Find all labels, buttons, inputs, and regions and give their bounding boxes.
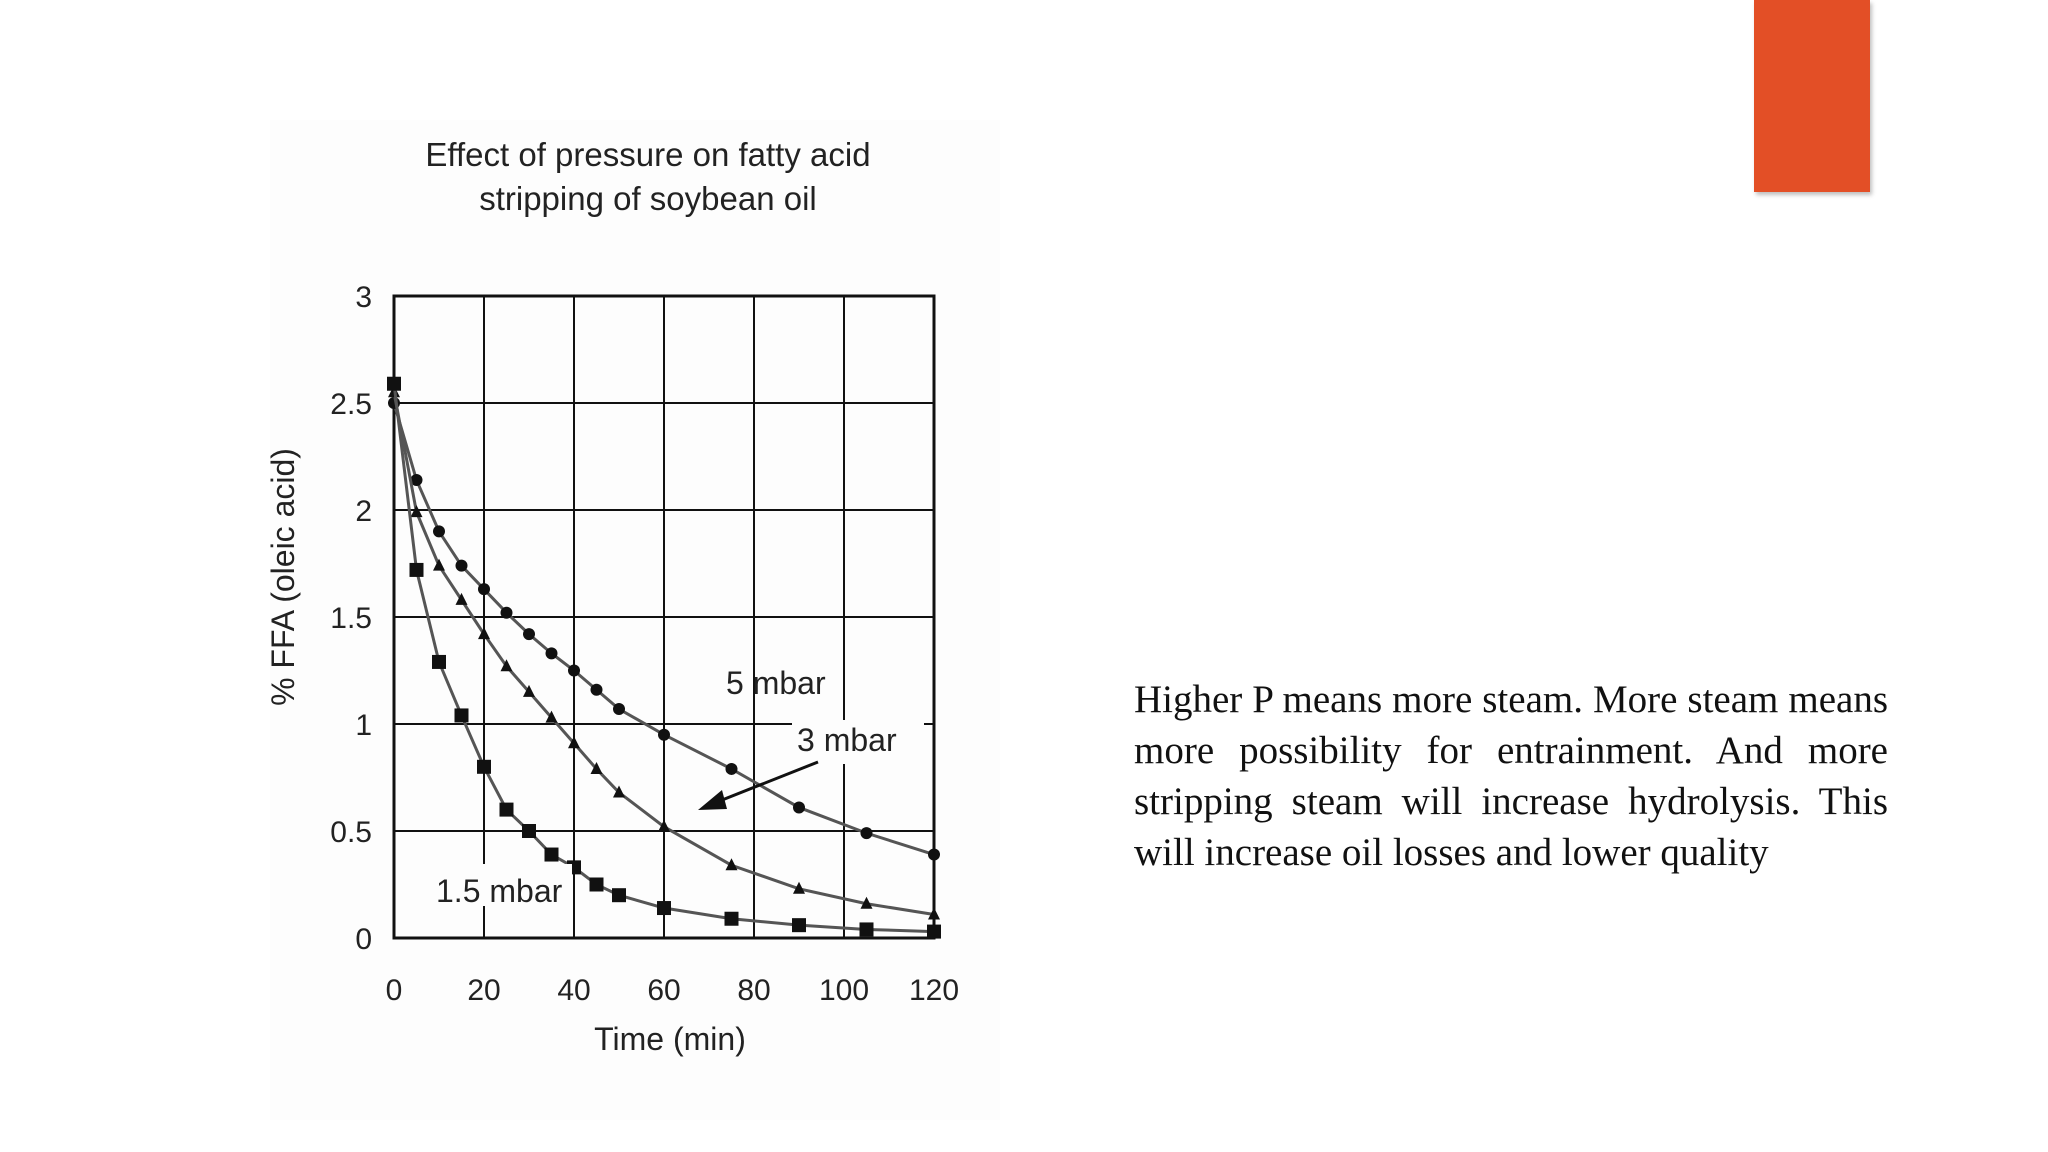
series-line-5-mbar	[392, 402, 935, 856]
data-point	[612, 888, 626, 903]
chart-panel: Effect of pressure on fatty acid strippin…	[270, 120, 1000, 1120]
accent-bar	[1754, 0, 1870, 192]
x-tick-label: 120	[909, 974, 959, 1007]
annotation-1-5-mbar-bg	[422, 864, 572, 906]
data-point	[658, 728, 670, 741]
data-point	[500, 606, 513, 619]
x-tick-label: 100	[819, 974, 869, 1007]
data-point	[499, 802, 514, 817]
data-point	[613, 703, 625, 716]
data-point	[545, 710, 558, 723]
data-point	[725, 858, 738, 871]
y-axis-label: % FFA (oleic acid)	[270, 448, 301, 706]
data-point	[792, 918, 806, 933]
data-point	[568, 664, 580, 677]
x-tick-label: 0	[386, 974, 403, 1007]
data-point	[590, 761, 603, 774]
data-point	[455, 592, 468, 605]
y-tick-label: 0	[355, 923, 372, 956]
ffa-pressure-chart: Effect of pressure on fatty acid strippin…	[270, 136, 959, 1057]
data-point	[927, 924, 941, 939]
x-tick-label: 80	[737, 974, 770, 1007]
data-point	[928, 907, 940, 920]
data-point	[928, 848, 940, 861]
data-point	[793, 801, 805, 814]
x-axis-label: Time (min)	[594, 1021, 746, 1057]
data-point	[860, 827, 873, 840]
data-point	[724, 911, 739, 926]
y-tick-label: 3	[355, 281, 372, 314]
data-point	[432, 654, 446, 669]
data-point	[477, 759, 491, 774]
plot-frame	[392, 294, 936, 940]
data-point	[387, 376, 401, 391]
chart-title-line: stripping of soybean oil	[479, 180, 817, 217]
y-tick-label: 1.5	[330, 602, 372, 635]
data-point	[793, 881, 805, 894]
data-point	[545, 647, 558, 660]
y-tick-label: 2	[355, 495, 372, 528]
annotation-arrowhead	[698, 790, 727, 810]
annotation-5-mbar: 5 mbar	[726, 665, 826, 701]
data-point	[590, 683, 603, 696]
data-point	[725, 762, 738, 775]
data-point	[433, 558, 445, 571]
x-tick-label: 60	[647, 974, 680, 1007]
data-point	[409, 562, 424, 577]
chart-title-line: Effect of pressure on fatty acid	[425, 136, 870, 173]
data-point	[478, 627, 490, 640]
x-tick-label: 40	[557, 974, 590, 1007]
data-point	[410, 505, 423, 518]
data-point	[478, 583, 490, 596]
data-point	[523, 684, 535, 697]
data-point	[613, 785, 625, 798]
annotation-1-5-mbar: 1.5 mbar	[436, 873, 563, 909]
data-point	[455, 559, 468, 572]
data-point	[500, 659, 513, 672]
annotation-3-mbar: 3 mbar	[797, 722, 897, 758]
data-point	[523, 628, 535, 641]
data-point	[410, 474, 423, 487]
data-point	[657, 901, 671, 916]
data-point	[568, 736, 580, 749]
annotation-arrow-line	[711, 760, 819, 806]
data-point	[433, 525, 445, 538]
data-point	[544, 847, 559, 862]
data-point	[589, 877, 604, 892]
series-line-1-5-mbar	[392, 383, 935, 934]
y-tick-label: 1	[355, 709, 372, 742]
y-tick-label: 0.5	[330, 816, 372, 849]
annotation-3-mbar-bg	[792, 720, 924, 764]
slide-body-text: Higher P means more steam. More steam me…	[1134, 678, 1888, 874]
series-line-3-mbar	[392, 392, 935, 916]
y-tick-label: 2.5	[330, 388, 372, 421]
data-point	[860, 896, 873, 909]
data-point	[522, 824, 536, 838]
data-point	[454, 708, 469, 723]
data-point	[658, 819, 670, 832]
data-point	[859, 922, 874, 937]
x-tick-label: 20	[467, 974, 500, 1007]
